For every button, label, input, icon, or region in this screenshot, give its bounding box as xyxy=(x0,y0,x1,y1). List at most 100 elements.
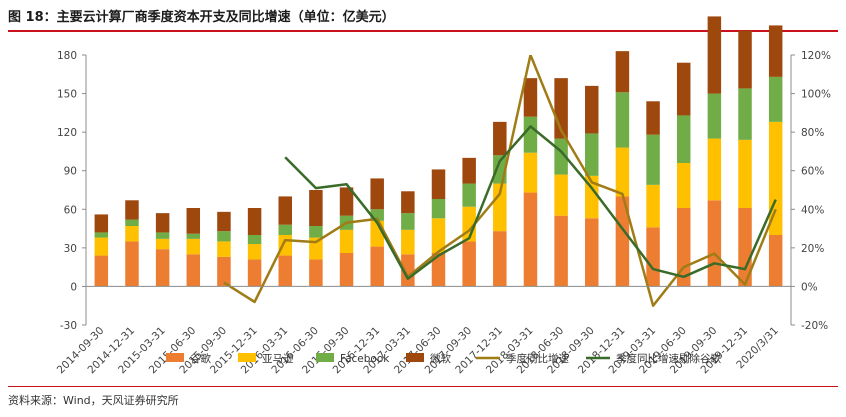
source-note: 资料来源：Wind，天风证券研究所 xyxy=(8,394,179,407)
bar-微软 xyxy=(186,208,201,234)
legend-label: 亚马逊 xyxy=(262,353,294,365)
bar-微软 xyxy=(339,187,354,216)
bar-Facebook xyxy=(523,116,538,153)
bar-谷歌 xyxy=(738,208,752,287)
chart-title: 图 18：主要云计算厂商季度资本开支及同比增速（单位：亿美元） xyxy=(8,10,395,25)
bar-谷歌 xyxy=(278,255,292,287)
bar-微软 xyxy=(615,51,630,93)
bar-亚马逊 xyxy=(523,152,538,193)
bar-Facebook xyxy=(94,232,109,238)
legend-swatch xyxy=(406,353,424,362)
bar-微软 xyxy=(585,85,599,134)
left-tick-label: 180 xyxy=(57,50,77,62)
bar-亚马逊 xyxy=(155,238,170,250)
bar-亚马逊 xyxy=(339,229,354,253)
bar-谷歌 xyxy=(431,253,446,287)
bar-亚马逊 xyxy=(585,175,599,219)
bar-谷歌 xyxy=(646,227,660,287)
bar-Facebook xyxy=(247,235,262,244)
bar-谷歌 xyxy=(768,235,783,287)
line-季度同比增速剔除谷歌 xyxy=(284,125,777,280)
bar-亚马逊 xyxy=(186,238,201,255)
bar-谷歌 xyxy=(493,231,507,287)
bar-亚马逊 xyxy=(125,226,139,242)
source-divider xyxy=(8,386,838,387)
bar-微软 xyxy=(401,191,415,214)
bar-Facebook xyxy=(401,213,415,230)
bar-亚马逊 xyxy=(738,139,752,208)
bar-微软 xyxy=(155,213,170,233)
bars xyxy=(94,16,783,287)
bar-Facebook xyxy=(186,233,201,239)
bar-Facebook xyxy=(155,232,170,239)
legend-label: 微软 xyxy=(430,352,451,365)
legend-label: 季度同比增速剔除谷歌 xyxy=(616,352,721,365)
left-tick-label: 30 xyxy=(64,243,77,255)
bar-亚马逊 xyxy=(94,237,109,256)
legend-swatch xyxy=(316,353,334,362)
right-tick-label: 20% xyxy=(801,243,824,255)
bar-亚马逊 xyxy=(493,183,507,232)
left-tick-label: 90 xyxy=(64,166,77,178)
bar-亚马逊 xyxy=(401,229,415,255)
right-tick-label: 80% xyxy=(801,127,824,139)
bar-Facebook xyxy=(768,76,783,122)
left-tick-label: 60 xyxy=(64,204,77,216)
lines xyxy=(223,55,777,307)
left-tick-label: 0 xyxy=(70,281,77,293)
bar-亚马逊 xyxy=(431,218,446,253)
bar-微软 xyxy=(431,169,446,199)
bar-微软 xyxy=(278,196,292,225)
bar-亚马逊 xyxy=(217,241,231,257)
bar-谷歌 xyxy=(370,246,384,287)
bar-Facebook xyxy=(462,183,476,207)
right-tick-label: -20% xyxy=(801,320,828,332)
bar-微软 xyxy=(523,78,538,117)
left-tick-label: 120 xyxy=(57,127,77,139)
bar-Facebook xyxy=(217,231,231,242)
left-tick-label: 150 xyxy=(57,89,77,101)
bar-谷歌 xyxy=(585,218,599,287)
bar-微软 xyxy=(247,208,262,235)
bar-谷歌 xyxy=(615,196,630,287)
left-tick-label: -30 xyxy=(60,320,77,332)
right-tick-label: 120% xyxy=(801,50,831,62)
bar-微软 xyxy=(309,190,323,226)
bar-微软 xyxy=(370,178,384,210)
bar-亚马逊 xyxy=(646,184,660,228)
bar-谷歌 xyxy=(155,249,170,287)
legend-swatch xyxy=(238,353,256,362)
right-tick-label: 100% xyxy=(801,89,831,101)
bar-Facebook xyxy=(707,93,722,139)
bar-谷歌 xyxy=(125,241,139,287)
bar-微软 xyxy=(462,157,476,184)
bar-Facebook xyxy=(738,88,752,140)
legend-label: 季度同比增速 xyxy=(506,352,569,365)
bar-Facebook xyxy=(370,209,384,221)
right-tick-label: 40% xyxy=(801,204,824,216)
title-divider xyxy=(8,30,838,32)
bar-亚马逊 xyxy=(247,244,262,260)
bar-谷歌 xyxy=(94,255,109,287)
bar-Facebook xyxy=(615,92,630,148)
bar-谷歌 xyxy=(217,256,231,287)
bar-谷歌 xyxy=(707,200,722,287)
bar-微软 xyxy=(125,200,139,220)
line-季度同比增速 xyxy=(223,55,777,307)
bar-Facebook xyxy=(278,224,292,235)
bar-谷歌 xyxy=(247,259,262,287)
bar-微软 xyxy=(94,214,109,233)
legend: 谷歌 亚马逊 Facebook 微软 季度同比增速 季度同比增速剔除谷歌 xyxy=(166,352,721,365)
bar-Facebook xyxy=(676,115,691,163)
bar-Facebook xyxy=(431,199,446,219)
bar-亚马逊 xyxy=(707,138,722,201)
bar-微软 xyxy=(493,121,507,156)
right-tick-label: 0% xyxy=(801,281,818,293)
bar-谷歌 xyxy=(523,192,538,287)
bar-Facebook xyxy=(125,219,139,226)
bar-微软 xyxy=(676,62,691,116)
bar-Facebook xyxy=(646,134,660,185)
bar-微软 xyxy=(768,25,783,77)
bar-亚马逊 xyxy=(554,174,568,216)
